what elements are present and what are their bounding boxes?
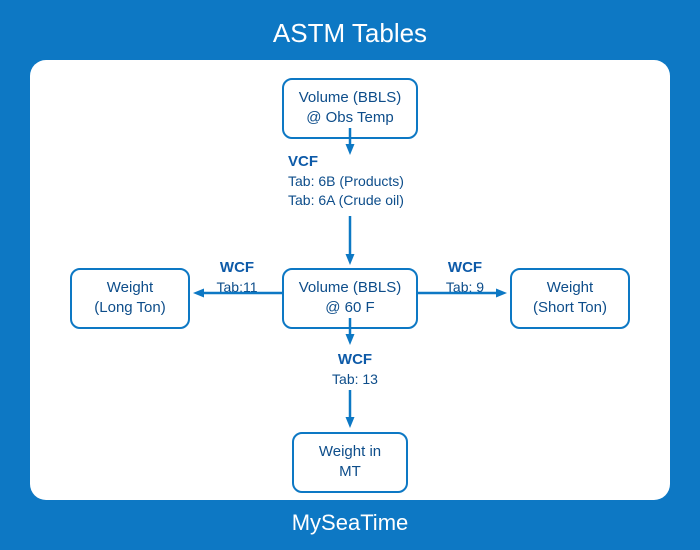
diagram-panel: Volume (BBLS) @ Obs Temp Volume (BBLS) @… [30,60,670,500]
edge-strong: WCF [202,258,272,278]
node-line: Volume (BBLS) [298,88,402,108]
node-volume-60f: Volume (BBLS) @ 60 F [282,268,418,329]
node-line: @ 60 F [298,298,402,318]
edge-label-wcf-right: WCF Tab: 9 [430,258,500,297]
node-weight-short-ton: Weight (Short Ton) [510,268,630,329]
node-line: Weight [86,278,174,298]
diagram-background: ASTM Tables Volume (BBLS) @ Obs Temp Vol… [0,0,700,550]
node-weight-mt: Weight in MT [292,432,408,493]
node-volume-obs-temp: Volume (BBLS) @ Obs Temp [282,78,418,139]
node-line: Volume (BBLS) [298,278,402,298]
edge-strong: WCF [320,350,390,370]
edge-label-wcf-left: WCF Tab:11 [202,258,272,297]
edge-sub: Tab: 9 [430,278,500,297]
edge-strong: WCF [430,258,500,278]
node-line: Weight [526,278,614,298]
diagram-title: ASTM Tables [0,0,700,49]
diagram-footer: MySeaTime [0,510,700,536]
edge-label-vcf: VCF Tab: 6B (Products) Tab: 6A (Crude oi… [288,152,448,210]
node-line: (Short Ton) [526,298,614,318]
edge-sub: Tab:11 [202,278,272,297]
node-weight-long-ton: Weight (Long Ton) [70,268,190,329]
edge-strong: VCF [288,152,448,172]
edge-sub: Tab: 13 [320,370,390,389]
node-line: Weight in MT [308,442,392,483]
node-line: @ Obs Temp [298,108,402,128]
edge-label-wcf-down: WCF Tab: 13 [320,350,390,389]
edge-sub: Tab: 6A (Crude oil) [288,191,448,210]
edge-sub: Tab: 6B (Products) [288,172,448,191]
node-line: (Long Ton) [86,298,174,318]
